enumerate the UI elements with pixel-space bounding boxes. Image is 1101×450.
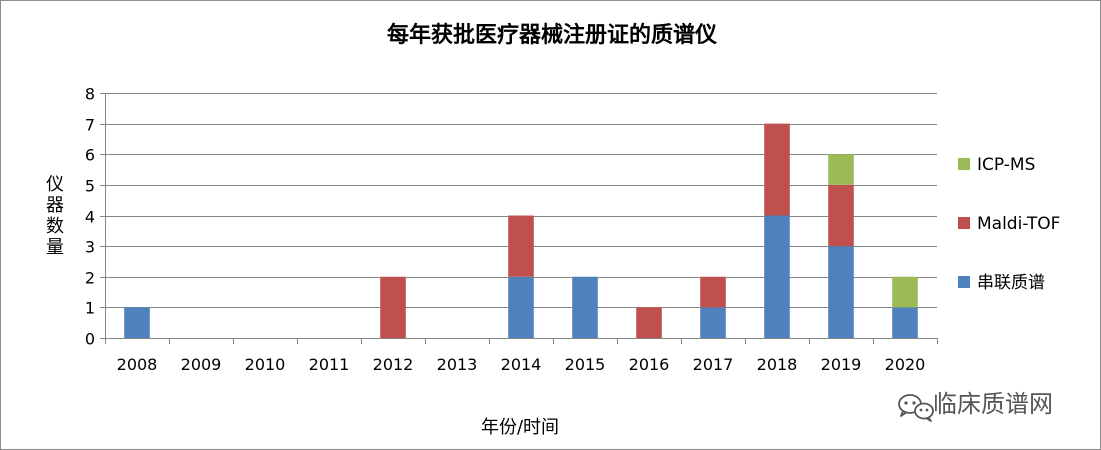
bar-segment-2016-1: [636, 307, 662, 339]
y-tick-label: 7: [85, 116, 95, 135]
y-axis-title: 仪器数量: [46, 174, 64, 258]
y-tick-label: 6: [85, 146, 95, 165]
bar-segment-2015-0: [572, 276, 598, 338]
x-tick-label: 2011: [309, 355, 350, 374]
x-tick-label: 2017: [693, 355, 734, 374]
bar-segment-2020-2: [892, 276, 918, 308]
y-tick-label: 4: [85, 208, 95, 227]
bar-segment-2008-0: [124, 307, 150, 339]
legend-label-2: ICP-MS: [977, 155, 1035, 175]
bar-segment-2019-0: [828, 246, 854, 339]
x-tick-label: 2013: [437, 355, 478, 374]
x-tick-label: 2018: [757, 355, 798, 374]
bar-segment-2019-2: [828, 154, 854, 185]
bars: [124, 123, 918, 339]
bar-segment-2017-1: [700, 276, 726, 308]
x-tick-label: 2012: [373, 355, 414, 374]
x-tick-label: 2019: [821, 355, 862, 374]
y-tick-label: 5: [85, 177, 95, 196]
y-tick-label: 3: [85, 238, 95, 257]
tick-labels: 0 1 2 3 4 5 6 7 8 2008 2009 2010 2011 2012 2013 2014 201…: [85, 85, 926, 375]
legend-swatch-2: [958, 158, 970, 170]
y-tick-label: 1: [85, 299, 95, 318]
bar-segment-2020-0: [892, 307, 918, 339]
x-tick-label: 2010: [245, 355, 286, 374]
legend-label-1: Maldi-TOF: [977, 214, 1060, 234]
y-tick-label: 8: [85, 85, 95, 104]
y-tick-label: 2: [85, 269, 95, 288]
bar-segment-2012-1: [380, 276, 406, 338]
y-tick-label: 0: [85, 330, 95, 349]
bar-segment-2014-1: [508, 215, 534, 277]
bar-segment-2018-0: [764, 215, 790, 338]
watermark-text: 临床质谱网: [933, 390, 1053, 418]
bar-segment-2017-0: [700, 307, 726, 339]
legend-swatch-0: [958, 276, 970, 288]
y-axis-title-text: 仪器数量: [46, 174, 64, 258]
x-tick-label: 2008: [117, 355, 158, 374]
x-tick-label: 2020: [885, 355, 926, 374]
x-tick-label: 2009: [181, 355, 222, 374]
axes: [100, 93, 938, 344]
x-axis-title: 年份/时间: [481, 417, 559, 438]
bar-segment-2018-1: [764, 123, 790, 216]
legend-swatch-1: [958, 217, 970, 229]
x-tick-label: 2015: [565, 355, 606, 374]
legend-label-0: 串联质谱: [977, 273, 1045, 293]
legend: ICP-MS Maldi-TOF 串联质谱: [958, 155, 1060, 293]
bar-segment-2019-1: [828, 184, 854, 247]
wechat-icon: [898, 394, 934, 422]
watermark: 临床质谱网: [898, 390, 1053, 422]
x-tick-label: 2016: [629, 355, 670, 374]
x-tick-label: 2014: [501, 355, 542, 374]
chart-title: 每年获批医疗器械注册证的质谱仪: [387, 22, 718, 48]
bar-segment-2014-0: [508, 276, 534, 338]
